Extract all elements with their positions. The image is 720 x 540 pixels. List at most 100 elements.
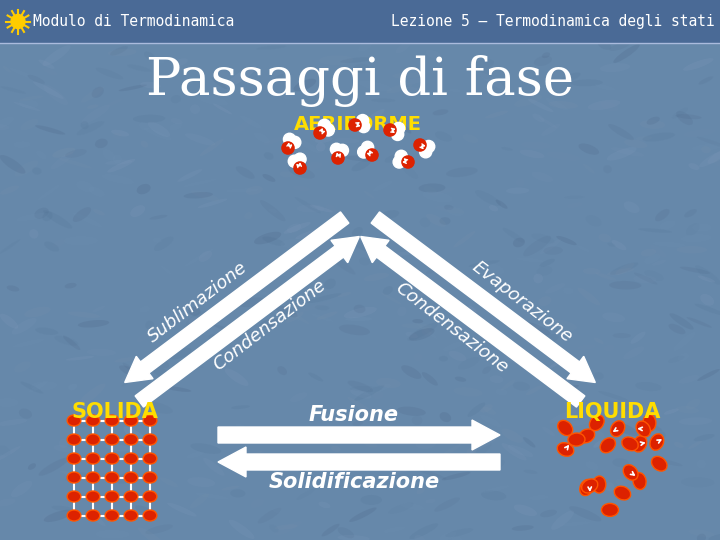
Ellipse shape (44, 241, 59, 252)
Ellipse shape (286, 312, 304, 322)
Ellipse shape (482, 485, 510, 493)
Ellipse shape (405, 78, 423, 84)
Ellipse shape (254, 232, 282, 244)
Ellipse shape (600, 438, 616, 453)
Ellipse shape (616, 263, 634, 275)
Ellipse shape (383, 286, 393, 295)
Ellipse shape (178, 364, 194, 374)
Ellipse shape (397, 441, 426, 446)
Ellipse shape (549, 319, 577, 330)
Ellipse shape (482, 366, 491, 374)
Circle shape (284, 133, 296, 145)
Ellipse shape (400, 87, 418, 92)
Ellipse shape (571, 374, 594, 385)
Ellipse shape (652, 456, 667, 471)
Ellipse shape (311, 138, 324, 142)
Ellipse shape (532, 113, 544, 122)
Ellipse shape (434, 497, 460, 512)
Ellipse shape (433, 109, 449, 116)
Ellipse shape (231, 120, 253, 135)
Ellipse shape (522, 324, 557, 330)
Text: Lezione 5 – Termodinamica degli stati: Lezione 5 – Termodinamica degli stati (391, 14, 715, 29)
Ellipse shape (231, 405, 250, 409)
Ellipse shape (130, 205, 145, 217)
Ellipse shape (397, 407, 426, 416)
Ellipse shape (699, 149, 720, 167)
Text: Condensazione: Condensazione (392, 279, 512, 376)
Ellipse shape (251, 499, 264, 508)
Ellipse shape (153, 238, 162, 243)
Ellipse shape (401, 323, 433, 329)
Ellipse shape (610, 262, 639, 275)
Text: AERIFORME: AERIFORME (294, 116, 422, 134)
Ellipse shape (410, 523, 438, 539)
Ellipse shape (143, 472, 157, 483)
Ellipse shape (44, 510, 73, 522)
Ellipse shape (3, 66, 11, 73)
Circle shape (322, 124, 334, 136)
Ellipse shape (612, 422, 639, 436)
Ellipse shape (78, 320, 109, 328)
Ellipse shape (588, 430, 605, 440)
Ellipse shape (102, 174, 134, 184)
Ellipse shape (359, 119, 377, 123)
Bar (0, 0, 720, 43)
Ellipse shape (199, 251, 212, 262)
Ellipse shape (151, 56, 164, 63)
Circle shape (358, 120, 370, 133)
Ellipse shape (235, 166, 255, 179)
Ellipse shape (481, 490, 506, 501)
Ellipse shape (123, 427, 150, 447)
Circle shape (332, 152, 344, 164)
Ellipse shape (678, 353, 689, 361)
Circle shape (393, 156, 405, 168)
Circle shape (294, 162, 306, 174)
Circle shape (289, 136, 301, 149)
Ellipse shape (373, 392, 384, 399)
Ellipse shape (440, 444, 462, 458)
Ellipse shape (230, 434, 251, 438)
Ellipse shape (86, 491, 100, 502)
Ellipse shape (583, 164, 595, 174)
Ellipse shape (644, 271, 664, 281)
Ellipse shape (480, 415, 501, 427)
Ellipse shape (354, 305, 366, 313)
Circle shape (392, 123, 405, 134)
Ellipse shape (698, 369, 720, 381)
Ellipse shape (614, 486, 631, 500)
Ellipse shape (352, 227, 363, 237)
Ellipse shape (269, 208, 277, 213)
Ellipse shape (288, 166, 315, 179)
Ellipse shape (80, 404, 94, 408)
Ellipse shape (256, 45, 287, 50)
Ellipse shape (354, 64, 369, 73)
Ellipse shape (471, 59, 494, 71)
Text: Fusione: Fusione (309, 405, 399, 425)
Ellipse shape (514, 504, 537, 516)
Ellipse shape (652, 260, 666, 266)
Ellipse shape (140, 82, 161, 89)
Ellipse shape (668, 356, 684, 363)
Ellipse shape (444, 205, 454, 210)
Circle shape (366, 149, 378, 161)
Ellipse shape (708, 534, 720, 540)
Ellipse shape (119, 366, 148, 381)
Ellipse shape (82, 488, 91, 495)
Ellipse shape (105, 510, 119, 521)
Ellipse shape (512, 525, 534, 531)
Ellipse shape (386, 251, 418, 256)
Ellipse shape (586, 284, 602, 295)
Ellipse shape (137, 184, 150, 194)
Ellipse shape (684, 209, 697, 218)
Ellipse shape (68, 312, 100, 318)
Ellipse shape (697, 460, 706, 469)
Ellipse shape (145, 321, 154, 329)
Ellipse shape (213, 104, 232, 114)
Text: Evaporazione: Evaporazione (468, 258, 576, 347)
Ellipse shape (138, 528, 166, 540)
Ellipse shape (307, 293, 341, 303)
Ellipse shape (451, 536, 462, 540)
Ellipse shape (350, 389, 372, 399)
Ellipse shape (198, 199, 228, 208)
Ellipse shape (188, 307, 200, 316)
